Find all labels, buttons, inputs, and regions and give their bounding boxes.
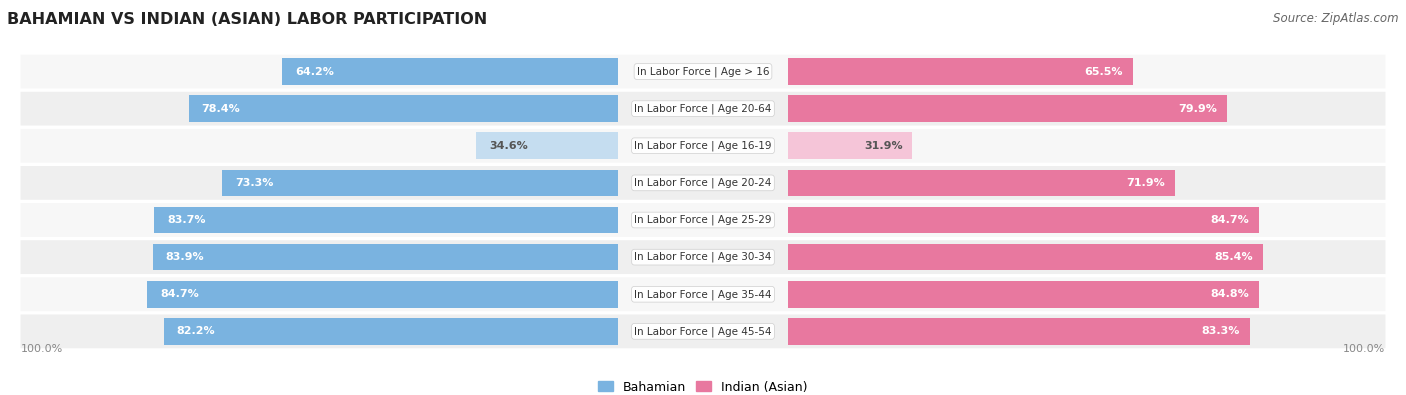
Text: 84.7%: 84.7% [160, 289, 200, 299]
Bar [153, 207, 617, 233]
Text: In Labor Force | Age 35-44: In Labor Force | Age 35-44 [634, 289, 772, 299]
Text: 79.9%: 79.9% [1178, 103, 1218, 114]
Bar [281, 58, 617, 85]
Text: 100.0%: 100.0% [1343, 344, 1385, 354]
Text: 83.7%: 83.7% [167, 215, 205, 225]
FancyBboxPatch shape [21, 92, 1385, 126]
FancyBboxPatch shape [21, 166, 1385, 200]
Text: In Labor Force | Age 45-54: In Labor Force | Age 45-54 [634, 326, 772, 337]
Text: 83.9%: 83.9% [166, 252, 204, 262]
Text: 73.3%: 73.3% [235, 178, 274, 188]
Bar [163, 318, 617, 345]
Text: 83.3%: 83.3% [1201, 326, 1240, 337]
Text: 34.6%: 34.6% [489, 141, 527, 151]
Bar [222, 169, 617, 196]
Text: 84.8%: 84.8% [1211, 289, 1250, 299]
Text: 31.9%: 31.9% [863, 141, 903, 151]
Text: In Labor Force | Age 20-24: In Labor Force | Age 20-24 [634, 178, 772, 188]
Bar [188, 95, 617, 122]
Text: In Labor Force | Age 30-34: In Labor Force | Age 30-34 [634, 252, 772, 262]
Bar [789, 169, 1175, 196]
Text: 64.2%: 64.2% [295, 66, 333, 77]
Text: 78.4%: 78.4% [201, 103, 240, 114]
FancyBboxPatch shape [21, 129, 1385, 163]
Text: BAHAMIAN VS INDIAN (ASIAN) LABOR PARTICIPATION: BAHAMIAN VS INDIAN (ASIAN) LABOR PARTICI… [7, 12, 488, 27]
Bar [789, 318, 1250, 345]
FancyBboxPatch shape [21, 314, 1385, 348]
Bar [789, 207, 1258, 233]
FancyBboxPatch shape [21, 203, 1385, 237]
Bar [477, 132, 617, 159]
Text: Source: ZipAtlas.com: Source: ZipAtlas.com [1274, 12, 1399, 25]
Text: In Labor Force | Age 16-19: In Labor Force | Age 16-19 [634, 141, 772, 151]
Bar [789, 58, 1133, 85]
Text: 65.5%: 65.5% [1084, 66, 1123, 77]
FancyBboxPatch shape [21, 55, 1385, 88]
Text: 85.4%: 85.4% [1215, 252, 1254, 262]
Text: 71.9%: 71.9% [1126, 178, 1166, 188]
Bar [152, 244, 617, 271]
FancyBboxPatch shape [21, 240, 1385, 274]
Text: In Labor Force | Age 20-64: In Labor Force | Age 20-64 [634, 103, 772, 114]
Text: 84.7%: 84.7% [1211, 215, 1249, 225]
Bar [789, 95, 1227, 122]
Text: In Labor Force | Age 25-29: In Labor Force | Age 25-29 [634, 215, 772, 225]
Bar [148, 281, 617, 308]
Bar [789, 244, 1264, 271]
Text: In Labor Force | Age > 16: In Labor Force | Age > 16 [637, 66, 769, 77]
Legend: Bahamian, Indian (Asian): Bahamian, Indian (Asian) [593, 376, 813, 395]
Bar [789, 132, 912, 159]
Bar [789, 281, 1260, 308]
FancyBboxPatch shape [21, 277, 1385, 311]
Text: 82.2%: 82.2% [177, 326, 215, 337]
Text: 100.0%: 100.0% [21, 344, 63, 354]
